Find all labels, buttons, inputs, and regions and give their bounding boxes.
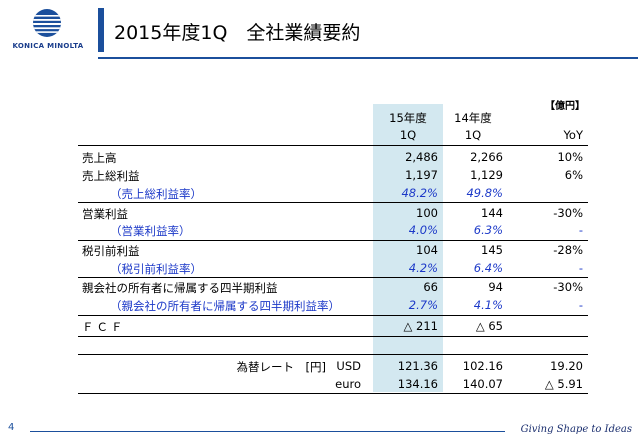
value-15: 66 [423, 280, 438, 294]
value-diff: △ 5.91 [544, 377, 583, 391]
row-rule [78, 240, 588, 241]
row-label: （親会社の所有者に帰属する四半期利益率） [110, 299, 340, 313]
row-label: （税引前利益率） [110, 262, 202, 276]
row-rule [78, 336, 588, 337]
value-14: 4.1% [473, 298, 503, 312]
value-yoy: - [578, 261, 583, 275]
company-logo: KONICA MINOLTA [0, 0, 92, 58]
header-row-2: 1Q 1Q YoY [78, 126, 588, 145]
row-label: 税引前利益 [82, 244, 140, 258]
table-row: 営業利益 100 144 -30% [78, 204, 588, 223]
value-yoy: -30% [553, 206, 583, 220]
header-rule [78, 145, 588, 146]
logo-text: KONICA MINOLTA [12, 42, 84, 50]
globe-logo-icon [33, 9, 61, 37]
row-label: 営業利益 [82, 207, 128, 221]
value-14: △ 65 [475, 319, 503, 333]
value-14: 145 [481, 243, 503, 257]
fx-label: 為替レート [円] [236, 360, 326, 374]
unit-label: 【億円】 [545, 101, 585, 112]
current-year-highlight [373, 104, 443, 392]
value-14: 49.8% [466, 186, 503, 200]
value-15: 2,486 [405, 150, 438, 164]
table-row: （営業利益率） 4.0% 6.3% - [78, 221, 588, 240]
row-label: 売上高 [82, 151, 117, 165]
value-14: 140.07 [462, 377, 503, 391]
value-yoy: - [578, 223, 583, 237]
value-15: 100 [416, 206, 438, 220]
row-rule [78, 202, 588, 203]
fx-bottom-rule [78, 393, 588, 394]
brand-tagline: Giving Shape to Ideas [520, 424, 632, 435]
value-14: 6.3% [473, 223, 503, 237]
page-number: 4 [8, 422, 15, 433]
row-label: （売上総利益率） [110, 187, 202, 201]
value-15: 48.2% [401, 186, 438, 200]
col1-header-year: 15年度 [389, 111, 427, 125]
value-yoy: - [578, 298, 583, 312]
value-14: 144 [481, 206, 503, 220]
footer-divider [30, 431, 505, 432]
table-row: 売上高 2,486 2,266 10% [78, 148, 588, 167]
value-14: 94 [488, 280, 503, 294]
row-label: 親会社の所有者に帰属する四半期利益 [82, 281, 278, 295]
fx-row-euro: euro 134.16 140.07 △ 5.91 [78, 375, 588, 394]
page-title: 2015年度1Q 全社業績要約 [114, 22, 361, 44]
col2-header-quarter: 1Q [464, 128, 482, 142]
fx-currency: euro [335, 377, 361, 391]
title-accent-bar [98, 8, 104, 52]
table-row: 税引前利益 104 145 -28% [78, 241, 588, 260]
fx-top-rule [78, 354, 588, 355]
value-yoy: 10% [557, 150, 583, 164]
value-15: 4.2% [408, 261, 438, 275]
fx-currency: USD [336, 359, 361, 373]
row-label: 売上総利益 [82, 169, 140, 183]
table-row: ＦＣＦ △ 211 △ 65 [78, 317, 588, 336]
value-15: 1,197 [405, 168, 438, 182]
value-15: 4.0% [408, 223, 438, 237]
value-15: △ 211 [403, 319, 438, 333]
row-rule [78, 277, 588, 278]
value-14: 6.4% [473, 261, 503, 275]
table-row: （親会社の所有者に帰属する四半期利益率） 2.7% 4.1% - [78, 296, 588, 315]
col3-header-yoy: YoY [563, 128, 583, 142]
col2-header-year: 14年度 [454, 111, 492, 125]
value-15: 121.36 [397, 359, 438, 373]
table-row: （売上総利益率） 48.2% 49.8% [78, 184, 588, 203]
value-yoy: -28% [553, 243, 583, 257]
value-14: 1,129 [470, 168, 503, 182]
value-15: 2.7% [408, 298, 438, 312]
row-label: （営業利益率） [110, 224, 191, 238]
row-rule [78, 315, 588, 316]
fx-row-usd: 為替レート [円] USD 121.36 102.16 19.20 [78, 357, 588, 376]
table-row: 売上総利益 1,197 1,129 6% [78, 166, 588, 185]
value-15: 104 [416, 243, 438, 257]
value-yoy: 6% [564, 168, 583, 182]
value-15: 134.16 [397, 377, 438, 391]
value-14: 102.16 [462, 359, 503, 373]
value-yoy: -30% [553, 280, 583, 294]
col1-header-quarter: 1Q [399, 128, 417, 142]
table-row: （税引前利益率） 4.2% 6.4% - [78, 259, 588, 278]
title-divider [98, 57, 638, 59]
header-row-1: 15年度 14年度 [78, 108, 588, 127]
row-label: ＦＣＦ [82, 320, 126, 334]
value-14: 2,266 [470, 150, 503, 164]
value-diff: 19.20 [550, 359, 583, 373]
table-row: 親会社の所有者に帰属する四半期利益 66 94 -30% [78, 278, 588, 297]
